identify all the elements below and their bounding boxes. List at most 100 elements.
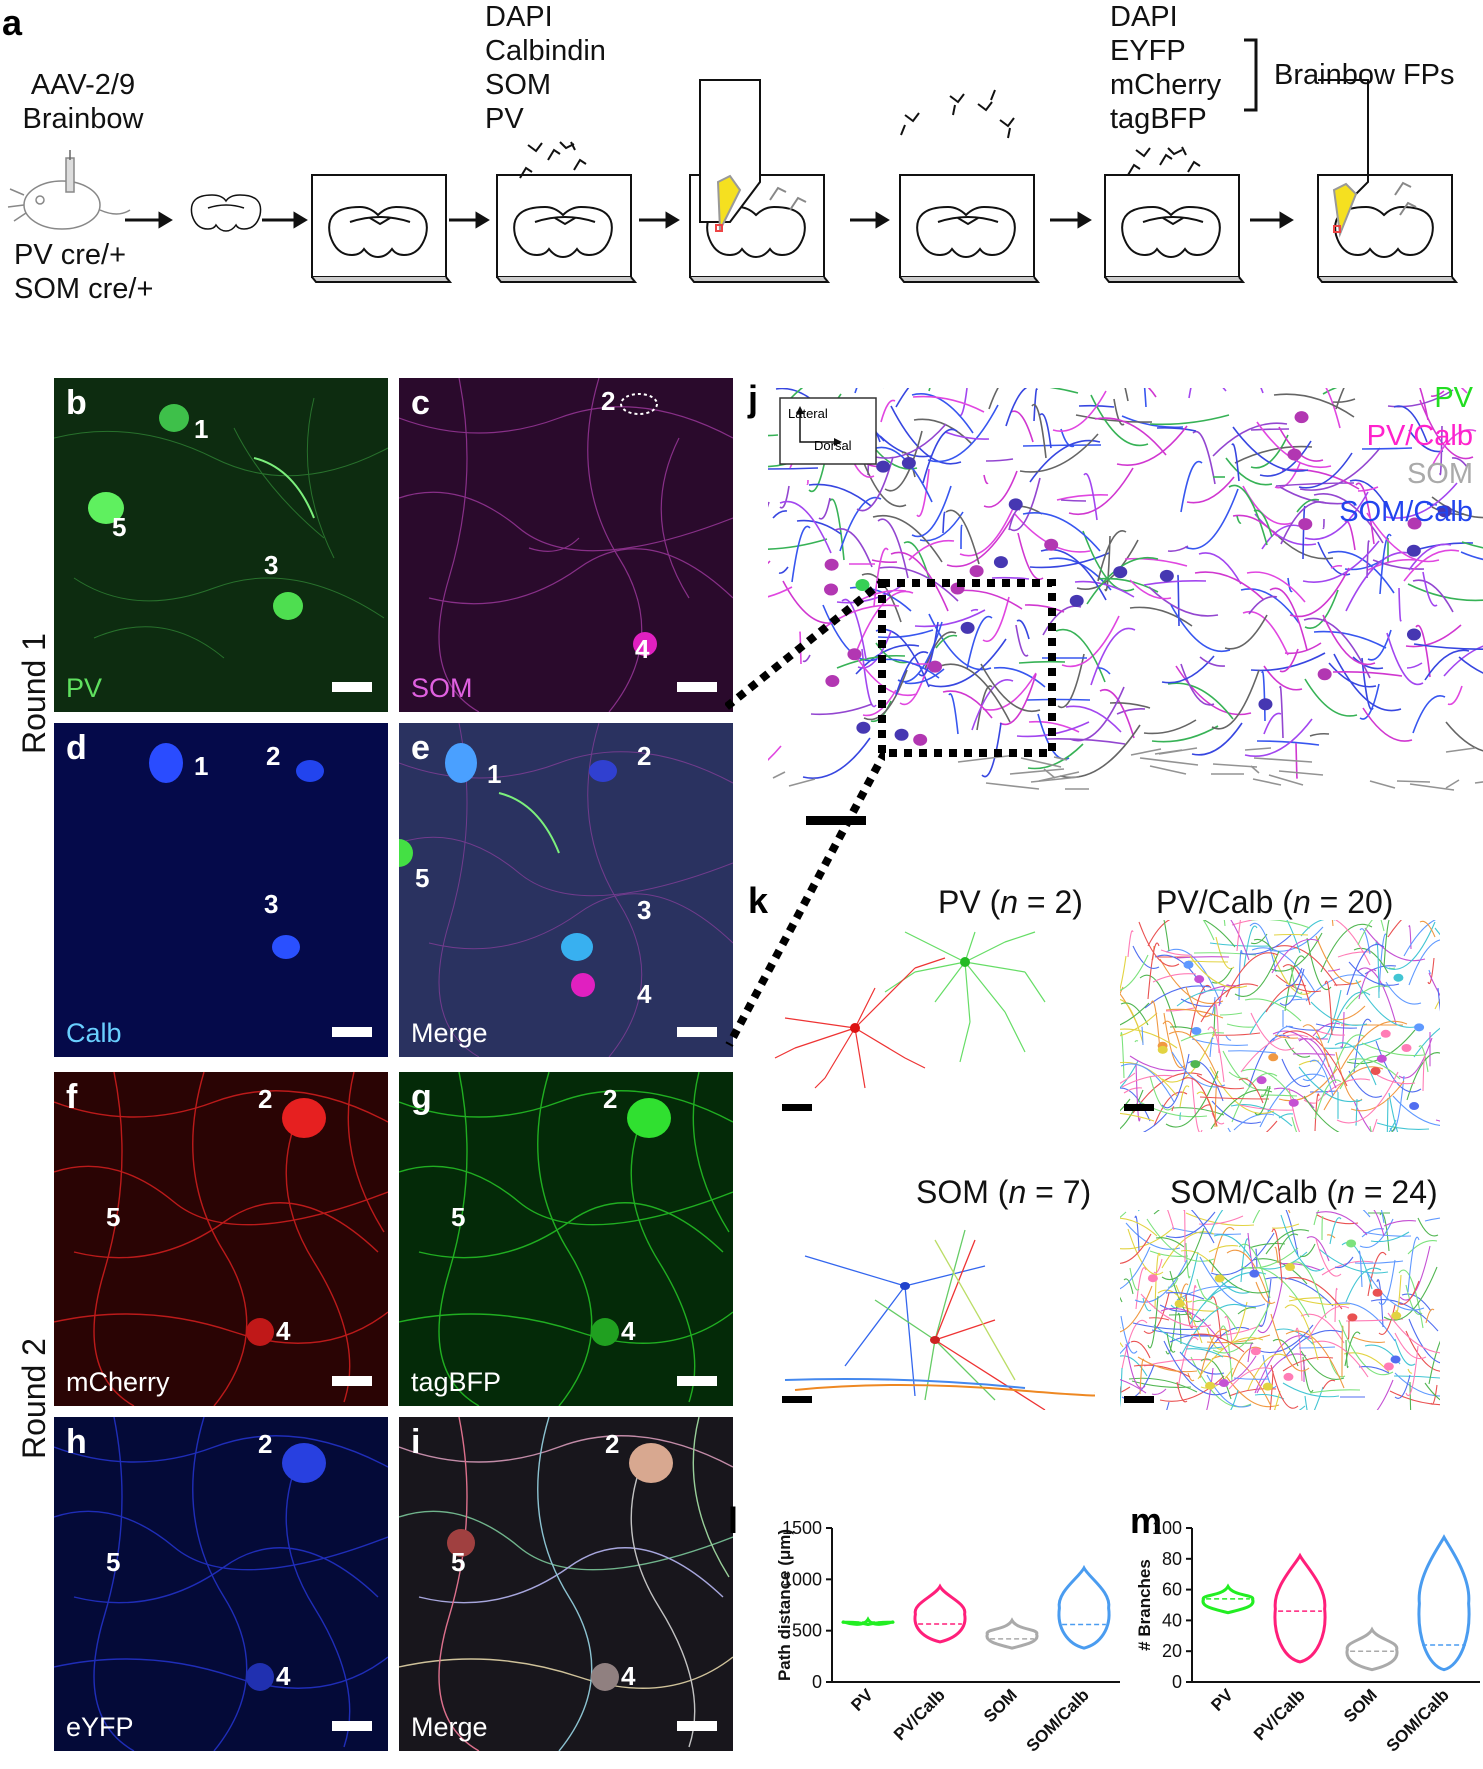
neurite-segment	[1120, 1246, 1151, 1290]
neurite-segment	[1253, 938, 1274, 951]
neurite-segment	[1175, 665, 1252, 716]
stain-mcherry: mCherry	[1110, 69, 1222, 101]
neurite-segment	[1320, 923, 1373, 973]
neurite-segment	[1272, 1025, 1294, 1042]
neurite-segment	[980, 663, 1041, 712]
stain-tagbfp: tagBFP	[1110, 103, 1207, 135]
group-name: PV/Calb	[1156, 884, 1274, 920]
neurite-segment	[1142, 1297, 1152, 1312]
neurite-segment	[1170, 604, 1231, 652]
neurite-segment	[1132, 945, 1160, 969]
neurite-segment	[1017, 532, 1044, 581]
neurite-segment	[1405, 624, 1462, 648]
neurite-segment	[1376, 1074, 1416, 1085]
neurite-segment	[1022, 444, 1102, 447]
neurite-segment	[1148, 1317, 1170, 1321]
neurite-segment	[1269, 1370, 1274, 1410]
arrowhead-icon	[796, 406, 804, 414]
neurite-segment	[1265, 1120, 1278, 1132]
neurite-segment	[1257, 1282, 1283, 1334]
neurite-segment	[1359, 1218, 1394, 1248]
neurite-segment	[872, 515, 943, 563]
neurite-segment	[836, 654, 906, 669]
neurite-segment	[1352, 1336, 1386, 1343]
neurite-segment	[802, 737, 871, 779]
neurite-segment	[1213, 1032, 1261, 1036]
panel-c-som: c 2 4 SOM	[399, 378, 733, 712]
cell-label: 5	[112, 512, 127, 542]
neurite-segment	[1252, 778, 1282, 786]
neurite-segment	[1288, 1261, 1327, 1319]
group-n: 7	[1062, 1174, 1081, 1210]
neurite-segment	[1437, 987, 1440, 1012]
neurite-segment	[1407, 1368, 1413, 1374]
neurite-segment	[1159, 1304, 1189, 1312]
neurite-segment	[1233, 1377, 1270, 1380]
neurite-segment	[1376, 1122, 1430, 1130]
neurite-segment	[1018, 660, 1066, 664]
neurite-segment	[1222, 1050, 1272, 1091]
neurite-segment	[1212, 422, 1288, 457]
neurite-segment	[1361, 1042, 1425, 1056]
k-title-pv-calb: PV/Calb (n = 20)	[1156, 884, 1394, 920]
neurite-segment	[1331, 1302, 1396, 1342]
neurite-segment	[1162, 1020, 1187, 1075]
workflow-arrows	[125, 211, 1294, 229]
neurite-segment	[1379, 1212, 1390, 1252]
neurite-segment	[1120, 1367, 1123, 1408]
neurite-segment	[1407, 583, 1483, 602]
neurite-segment	[1295, 1327, 1303, 1382]
neurite-segment	[1053, 756, 1068, 761]
y-tick-label: 1500	[782, 1518, 822, 1538]
neurite-segment	[1337, 951, 1372, 958]
neurite-segment	[1264, 1277, 1334, 1307]
cell-label: 3	[637, 895, 652, 925]
neurite-segment	[1394, 1338, 1416, 1366]
neurite-segment	[1274, 1034, 1299, 1039]
panel-h-label: h	[66, 1423, 87, 1461]
neurite-segment	[1424, 649, 1470, 681]
neurite-segment	[901, 451, 916, 478]
neurite-segment	[988, 388, 999, 410]
neurite-segment	[1209, 942, 1271, 947]
neurite-segment	[1413, 643, 1483, 650]
axis-dorsal-label: Dorsal	[814, 438, 852, 453]
neurite-segment	[1154, 1252, 1161, 1310]
neurite-segment	[1256, 740, 1320, 746]
neurite-segment	[1151, 725, 1219, 743]
neurite-segment	[1176, 1381, 1188, 1403]
stain-dapi-2: DAPI	[1110, 1, 1178, 33]
neurite-segment	[1445, 721, 1483, 752]
neurite-segment	[1345, 985, 1390, 1010]
neurite-segment	[1380, 1210, 1385, 1224]
neurite-segment	[1198, 552, 1242, 585]
neurite-segment	[1214, 1003, 1220, 1054]
neurite-segment	[1097, 577, 1159, 593]
round1-stain-list: DAPI Calbindin SOM PV	[485, 0, 606, 136]
neurite-segment	[1408, 939, 1440, 986]
soma	[1250, 1347, 1261, 1356]
neurite-segment	[1127, 1228, 1164, 1275]
neurite-segment	[1369, 780, 1396, 789]
axis-lateral-label: Lateral	[788, 406, 828, 421]
neurite-segment	[1133, 1364, 1191, 1378]
neurite-segment	[1057, 653, 1085, 709]
orientation-axes	[799, 410, 838, 443]
neurite-segment	[1284, 642, 1322, 655]
neurite-segment	[1157, 1289, 1203, 1344]
scale-bar	[677, 1027, 717, 1037]
neurite-segment	[1168, 1031, 1219, 1079]
legend-pv: PV	[1434, 382, 1473, 414]
neurite-segment	[1340, 1020, 1408, 1070]
legend-pv-calb: PV/Calb	[1366, 420, 1473, 452]
neurite-segment	[1357, 967, 1397, 1025]
neurite-segment	[1273, 933, 1309, 936]
soma	[1317, 668, 1332, 681]
slide-6-imaging	[1317, 79, 1459, 283]
neurite-segment	[1239, 1104, 1295, 1111]
neurite-segment	[1375, 1040, 1422, 1093]
neurite-segment	[1244, 998, 1302, 1022]
neurite-segment	[1387, 1312, 1440, 1354]
neurite-segment	[1219, 1012, 1243, 1016]
scale-bar	[677, 1721, 717, 1731]
